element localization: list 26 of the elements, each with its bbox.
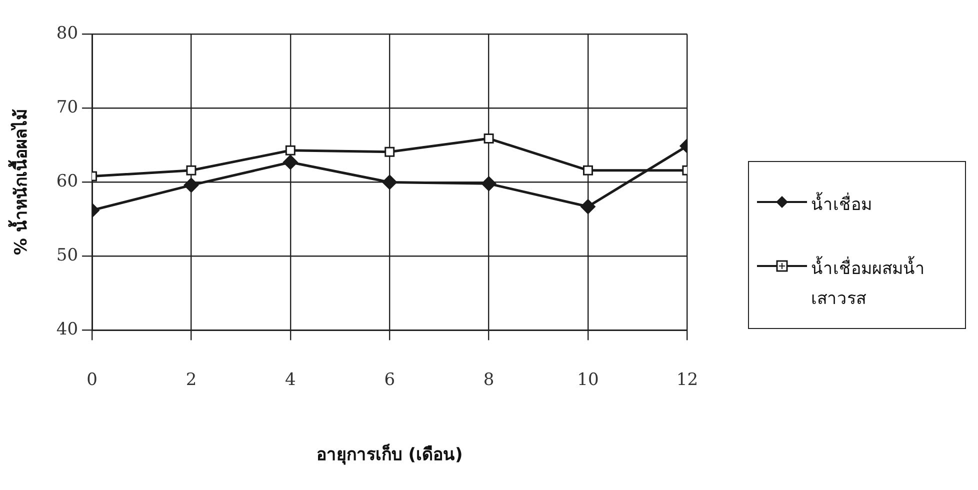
x-tick-label: 0 (86, 370, 98, 390)
point (282, 154, 298, 170)
point (384, 146, 395, 157)
legend-label: น้ำเชื่อมผสมน้ำเสาวรส (811, 255, 926, 311)
point (481, 176, 496, 192)
x-tick-label: 4 (285, 370, 296, 390)
x-tick-label: 8 (483, 370, 494, 390)
point (382, 174, 398, 190)
x-axis-title: อายุการเก็บ (เดือน) (316, 442, 463, 466)
y-tick-label: 50 (56, 246, 78, 266)
x-tick-label: 6 (384, 370, 396, 390)
x-tick-label: 2 (186, 370, 197, 390)
y-tick-label: 40 (56, 320, 78, 340)
point (285, 145, 296, 156)
point (186, 165, 196, 176)
point (583, 165, 593, 176)
point (484, 134, 494, 144)
y-axis-title: % น้ำหนักเนื้อผลไม้ (8, 109, 32, 256)
legend-label: น้ำเชื่อม (811, 191, 872, 217)
y-tick-label: 70 (56, 98, 78, 118)
x-tick-label: 12 (676, 370, 698, 390)
y-tick-label: 60 (56, 172, 78, 192)
point (184, 178, 199, 193)
point (580, 199, 596, 214)
x-tick-label: 10 (577, 370, 599, 390)
y-tick-label: 80 (56, 24, 78, 44)
